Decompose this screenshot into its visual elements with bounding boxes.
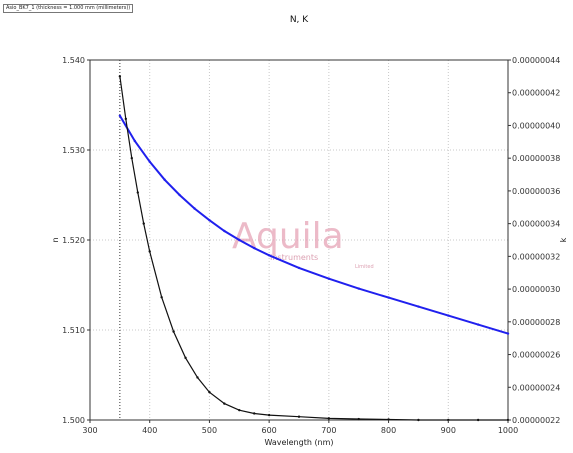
data-point-k [327, 417, 331, 420]
data-point-k [387, 418, 390, 421]
y-left-ticks: 1.500 1.510 1.520 1.530 1.540 [62, 56, 90, 425]
data-point-k [160, 296, 163, 299]
watermark-small: Limited [355, 264, 374, 270]
y-left-tick-label: 1.510 [62, 326, 85, 335]
x-tick-label: 700 [321, 426, 336, 435]
y-left-tick-label: 1.500 [62, 416, 85, 425]
y-right-axis-title: k [559, 237, 568, 242]
data-point-k [208, 390, 211, 394]
y-right-tick-label: 0.00000032 [512, 252, 560, 261]
y-left-tick-label: 1.520 [62, 236, 85, 245]
y-right-tick-label: 0.00000024 [512, 383, 560, 392]
x-tick-label: 600 [262, 426, 277, 435]
data-point-n [208, 219, 211, 222]
data-point-n [253, 246, 256, 250]
data-point-n [476, 323, 480, 326]
data-point-n [447, 314, 450, 317]
x-tick-label: 800 [381, 426, 396, 435]
data-point-n [238, 238, 241, 242]
data-point-n [178, 193, 181, 197]
x-axis-title: Wavelength (nm) [264, 438, 333, 447]
data-point-k [267, 413, 271, 417]
data-point-k [357, 417, 360, 421]
y-right-tick-label: 0.00000044 [512, 56, 560, 65]
y-right-ticks: 0.00000022 0.00000024 0.00000026 0.00000028… [508, 56, 560, 425]
x-tick-label: 900 [441, 426, 456, 435]
data-point-n [133, 139, 136, 143]
data-point-k [172, 330, 175, 333]
data-point-n [417, 305, 420, 308]
data-point-k [148, 250, 151, 253]
data-point-k [196, 376, 199, 379]
x-tick-label: 400 [142, 426, 157, 435]
data-point-n [387, 296, 390, 299]
grid [90, 60, 508, 420]
data-point-n [193, 207, 196, 210]
x-tick-label: 500 [202, 426, 217, 435]
watermark-sub: Instruments [270, 253, 318, 262]
data-point-n [327, 277, 331, 280]
data-point-k [253, 412, 256, 415]
data-point-n [267, 254, 271, 257]
watermark-logo: Aquila Instruments Limited [232, 216, 374, 270]
y-right-tick-label: 0.00000040 [512, 121, 560, 130]
y-right-tick-label: 0.00000036 [512, 187, 560, 196]
y-right-tick-label: 0.00000028 [512, 318, 560, 327]
data-point-n [506, 332, 510, 335]
data-point-n [118, 114, 122, 118]
y-right-tick-label: 0.00000038 [512, 154, 560, 163]
data-point-n [223, 229, 226, 233]
data-point-n [297, 266, 301, 270]
data-point-k [223, 402, 226, 405]
data-point-k [297, 415, 301, 418]
y-right-tick-label: 0.00000026 [512, 351, 560, 360]
data-point-k [124, 117, 128, 121]
data-point-k [476, 418, 480, 422]
x-tick-label: 300 [82, 426, 97, 435]
data-point-k [238, 408, 241, 412]
window-caption: Asio_BK7_1 (thickness = 1.000 mm (millim… [3, 4, 134, 13]
data-point-k [130, 156, 133, 160]
x-ticks: 300 400 500 600 700 800 900 1000 [82, 420, 518, 435]
watermark-main: Aquila [232, 216, 344, 257]
y-left-tick-label: 1.530 [62, 146, 85, 155]
data-point-k [118, 75, 122, 78]
y-right-tick-label: 0.00000030 [512, 285, 560, 294]
data-point-k [142, 222, 145, 225]
data-point-k [417, 418, 420, 422]
y-left-axis-title: n [51, 237, 60, 242]
data-point-n [357, 287, 360, 290]
y-right-tick-label: 0.00000034 [512, 220, 560, 229]
data-point-n [163, 178, 166, 181]
y-right-tick-label: 0.00000022 [512, 416, 560, 425]
y-right-tick-label: 0.00000042 [512, 89, 560, 98]
data-point-n [148, 160, 151, 163]
x-tick-label: 1000 [498, 426, 518, 435]
series-layer [118, 75, 510, 422]
y-left-tick-label: 1.540 [62, 56, 85, 65]
chart-title: N, K [290, 15, 309, 25]
data-point-k [184, 356, 187, 360]
data-point-k [136, 191, 139, 194]
